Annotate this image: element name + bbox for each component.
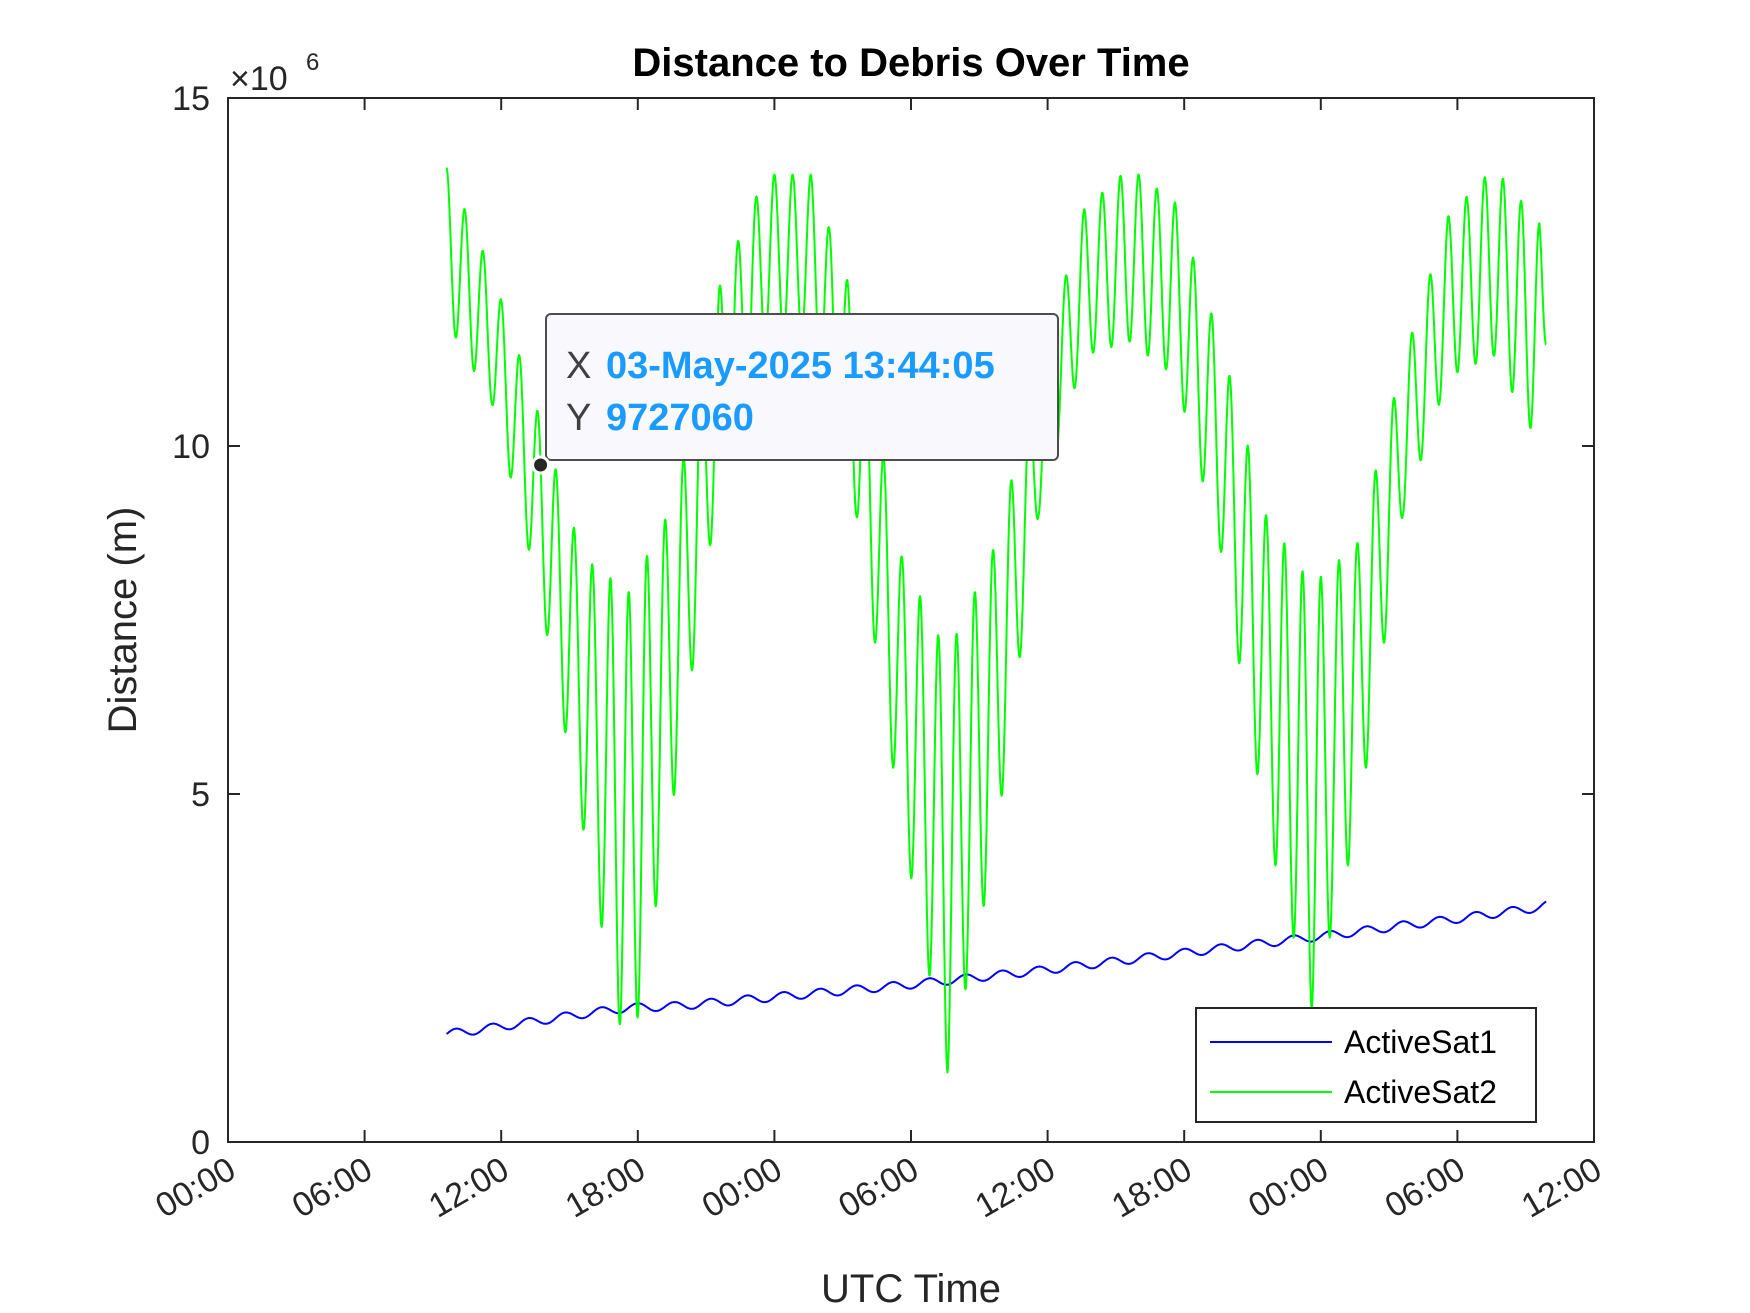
chart-title: Distance to Debris Over Time — [632, 41, 1189, 85]
datatip-marker[interactable] — [531, 455, 551, 475]
y-tick-label: 5 — [191, 776, 210, 814]
x-axis-title: UTC Time — [821, 1267, 1001, 1311]
series-line-activesat2 — [445, 167, 1547, 1074]
y-exponent-base: ×10 — [230, 60, 288, 98]
y-tick-label: 15 — [172, 80, 210, 118]
y-tick-label: 10 — [172, 428, 210, 466]
legend-label-activesat2: ActiveSat2 — [1344, 1074, 1497, 1110]
datatip-x-key: X — [566, 345, 591, 387]
datatip-x-value: 03-May-2025 13:44:05 — [606, 345, 995, 387]
datatip-y-value: 9727060 — [606, 397, 754, 439]
series-layer — [445, 167, 1547, 1074]
datatip-box — [545, 313, 1059, 461]
y-tick-label: 0 — [191, 1124, 210, 1162]
y-exponent: ×10 6 — [230, 49, 319, 98]
legend-box — [1195, 1007, 1537, 1123]
y-axis-title: Distance (m) — [101, 507, 145, 734]
legend-label-activesat1: ActiveSat1 — [1344, 1024, 1497, 1060]
datatip-y-key: Y — [566, 397, 591, 439]
plot-area — [228, 98, 1594, 1142]
datatip[interactable]: X 03-May-2025 13:44:05 Y 9727060 — [531, 313, 1059, 475]
legend[interactable]: ActiveSat1 ActiveSat2 — [1195, 1007, 1537, 1123]
y-axis: 0 5 10 15 — [172, 80, 1594, 1162]
series-line-activesat1 — [445, 900, 1547, 1036]
y-exponent-power: 6 — [306, 49, 319, 76]
